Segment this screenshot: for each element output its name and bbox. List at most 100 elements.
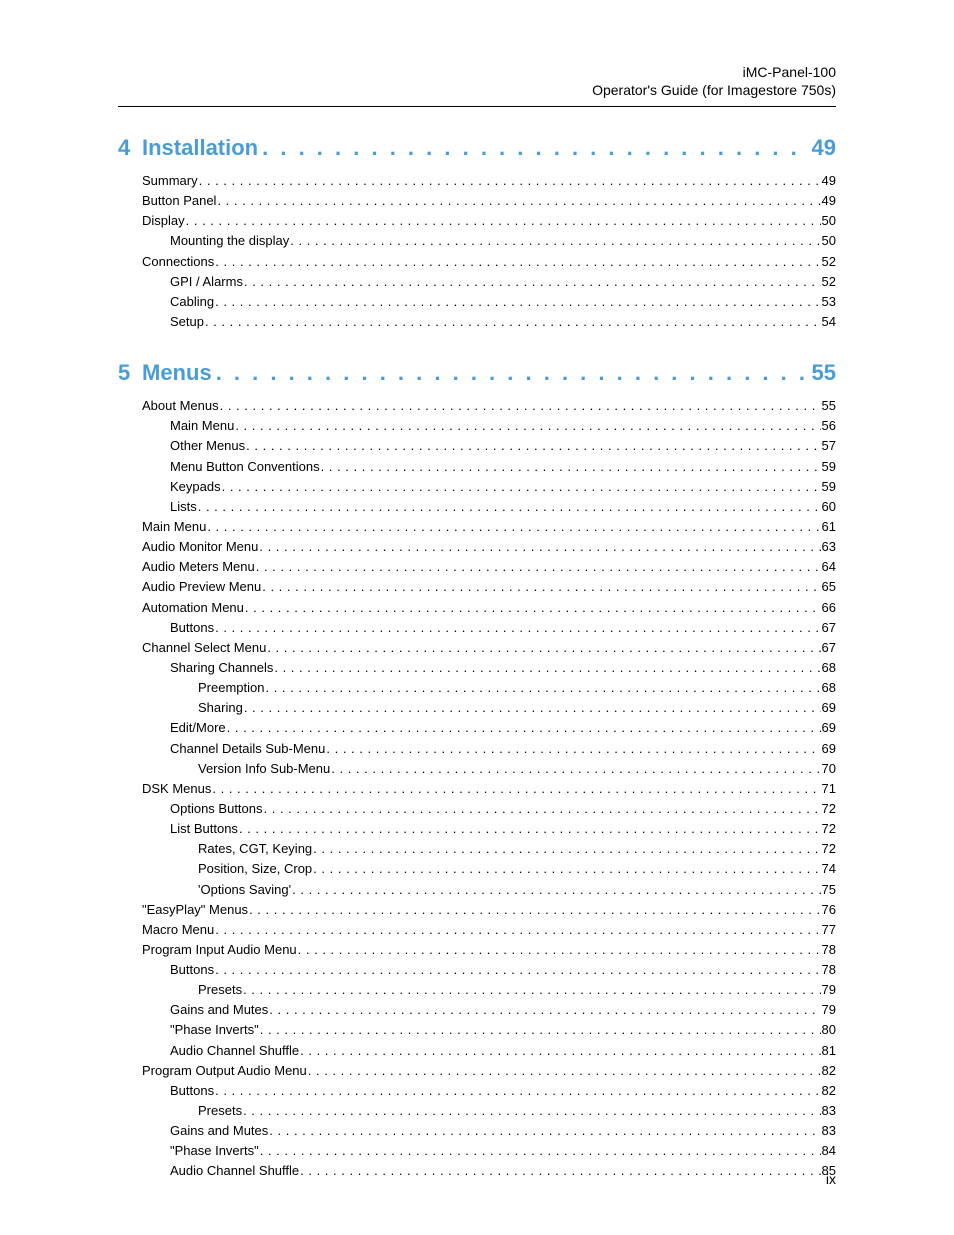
toc-entry-label: "EasyPlay" Menus xyxy=(142,900,248,920)
toc-entry-page: 54 xyxy=(822,312,836,332)
toc-entry-page: 69 xyxy=(822,739,836,759)
toc-entry[interactable]: 'Options Saving' 75 xyxy=(198,880,836,900)
toc-entry[interactable]: Preemption 68 xyxy=(198,678,836,698)
toc-entry[interactable]: Channel Select Menu 67 xyxy=(142,638,836,658)
toc-leader-dots xyxy=(244,272,821,292)
toc-entry[interactable]: "Phase Inverts" 84 xyxy=(170,1141,836,1161)
toc-entry[interactable]: GPI / Alarms 52 xyxy=(170,272,836,292)
toc-entry-label: Buttons xyxy=(170,1081,214,1101)
table-of-contents: 4Installation 49 Summary 49Button Panel 4… xyxy=(118,135,836,1182)
toc-entry-page: 52 xyxy=(822,272,836,292)
toc-entry-page: 77 xyxy=(822,920,836,940)
toc-entry[interactable]: Sharing Channels 68 xyxy=(170,658,836,678)
toc-entry-page: 83 xyxy=(822,1101,836,1121)
toc-entry[interactable]: Lists 60 xyxy=(170,497,836,517)
toc-entry-page: 68 xyxy=(822,658,836,678)
toc-entry[interactable]: Sharing 69 xyxy=(198,698,836,718)
toc-entry-label: DSK Menus xyxy=(142,779,211,799)
toc-entry[interactable]: Channel Details Sub-Menu 69 xyxy=(170,739,836,759)
toc-leader-dots xyxy=(220,396,821,416)
toc-entry[interactable]: Cabling 53 xyxy=(170,292,836,312)
toc-leader-dots xyxy=(265,678,820,698)
toc-entry[interactable]: Gains and Mutes 79 xyxy=(170,1000,836,1020)
toc-entry-label: Macro Menu xyxy=(142,920,214,940)
toc-entry[interactable]: Button Panel 49 xyxy=(142,191,836,211)
header-title: iMC-Panel-100 xyxy=(118,64,836,80)
toc-entry-page: 75 xyxy=(822,880,836,900)
toc-entry[interactable]: Position, Size, Crop 74 xyxy=(198,859,836,879)
toc-entry[interactable]: Gains and Mutes 83 xyxy=(170,1121,836,1141)
toc-entry[interactable]: Edit/More 69 xyxy=(170,718,836,738)
toc-entry[interactable]: Presets 79 xyxy=(198,980,836,1000)
toc-entry-label: Buttons xyxy=(170,960,214,980)
toc-entry[interactable]: Setup 54 xyxy=(170,312,836,332)
chapter-leader-dots xyxy=(216,360,808,386)
toc-entry[interactable]: Audio Meters Menu 64 xyxy=(142,557,836,577)
toc-entry[interactable]: Macro Menu 77 xyxy=(142,920,836,940)
toc-leader-dots xyxy=(313,859,820,879)
toc-entry-page: 50 xyxy=(822,211,836,231)
toc-entry-label: Audio Monitor Menu xyxy=(142,537,258,557)
toc-leader-dots xyxy=(269,1121,820,1141)
toc-leader-dots xyxy=(239,819,821,839)
toc-entry-label: Summary xyxy=(142,171,198,191)
toc-entry-label: Sharing xyxy=(198,698,243,718)
toc-entry-label: GPI / Alarms xyxy=(170,272,243,292)
toc-entry[interactable]: About Menus 55 xyxy=(142,396,836,416)
toc-entry[interactable]: Options Buttons 72 xyxy=(170,799,836,819)
toc-entry[interactable]: Summary 49 xyxy=(142,171,836,191)
toc-entry-label: "Phase Inverts" xyxy=(170,1141,259,1161)
toc-entry-page: 49 xyxy=(822,171,836,191)
toc-entry[interactable]: Program Output Audio Menu 82 xyxy=(142,1061,836,1081)
toc-entry[interactable]: Mounting the display 50 xyxy=(170,231,836,251)
toc-entry[interactable]: Keypads 59 xyxy=(170,477,836,497)
toc-entry[interactable]: Menu Button Conventions 59 xyxy=(170,457,836,477)
toc-leader-dots xyxy=(298,940,821,960)
toc-entry-page: 84 xyxy=(822,1141,836,1161)
toc-entry-page: 68 xyxy=(822,678,836,698)
toc-entry[interactable]: Other Menus 57 xyxy=(170,436,836,456)
toc-entry[interactable]: Buttons 67 xyxy=(170,618,836,638)
toc-leader-dots xyxy=(222,477,821,497)
toc-entry-label: Presets xyxy=(198,980,242,1000)
toc-leader-dots xyxy=(256,557,821,577)
toc-entry[interactable]: Presets 83 xyxy=(198,1101,836,1121)
toc-entry-page: 65 xyxy=(822,577,836,597)
toc-entry[interactable]: "Phase Inverts" 80 xyxy=(170,1020,836,1040)
toc-entry[interactable]: List Buttons 72 xyxy=(170,819,836,839)
toc-leader-dots xyxy=(321,457,821,477)
toc-entry[interactable]: Display 50 xyxy=(142,211,836,231)
toc-leader-dots xyxy=(308,1061,821,1081)
toc-entry[interactable]: Audio Channel Shuffle 85 xyxy=(170,1161,836,1181)
toc-entry[interactable]: Version Info Sub-Menu 70 xyxy=(198,759,836,779)
toc-entry[interactable]: DSK Menus 71 xyxy=(142,779,836,799)
toc-entry-page: 71 xyxy=(822,779,836,799)
chapter-title-wrap: Installation 49 xyxy=(142,135,836,161)
toc-entry[interactable]: Audio Preview Menu 65 xyxy=(142,577,836,597)
toc-entry-label: Setup xyxy=(170,312,204,332)
toc-entry-label: List Buttons xyxy=(170,819,238,839)
toc-entry-label: Version Info Sub-Menu xyxy=(198,759,330,779)
toc-leader-dots xyxy=(186,211,821,231)
chapter-heading-row[interactable]: 4Installation 49 xyxy=(118,135,836,161)
toc-entry-page: 59 xyxy=(822,477,836,497)
toc-entry[interactable]: Automation Menu 66 xyxy=(142,598,836,618)
toc-entry[interactable]: Audio Monitor Menu 63 xyxy=(142,537,836,557)
toc-entry-page: 53 xyxy=(822,292,836,312)
toc-entry-label: Connections xyxy=(142,252,214,272)
toc-entry[interactable]: Main Menu 56 xyxy=(170,416,836,436)
toc-entry-label: Gains and Mutes xyxy=(170,1121,268,1141)
chapter-title: Menus xyxy=(142,360,212,386)
toc-entry[interactable]: Audio Channel Shuffle 81 xyxy=(170,1041,836,1061)
toc-entry[interactable]: Rates, CGT, Keying 72 xyxy=(198,839,836,859)
toc-entry-page: 78 xyxy=(822,960,836,980)
toc-entry[interactable]: Buttons 78 xyxy=(170,960,836,980)
toc-entry-page: 56 xyxy=(822,416,836,436)
toc-entry[interactable]: Buttons 82 xyxy=(170,1081,836,1101)
toc-entry[interactable]: Program Input Audio Menu 78 xyxy=(142,940,836,960)
toc-entry[interactable]: Main Menu 61 xyxy=(142,517,836,537)
toc-entry[interactable]: "EasyPlay" Menus 76 xyxy=(142,900,836,920)
chapter-number: 5 xyxy=(118,360,142,386)
chapter-heading-row[interactable]: 5Menus 55 xyxy=(118,360,836,386)
toc-entry[interactable]: Connections 52 xyxy=(142,252,836,272)
